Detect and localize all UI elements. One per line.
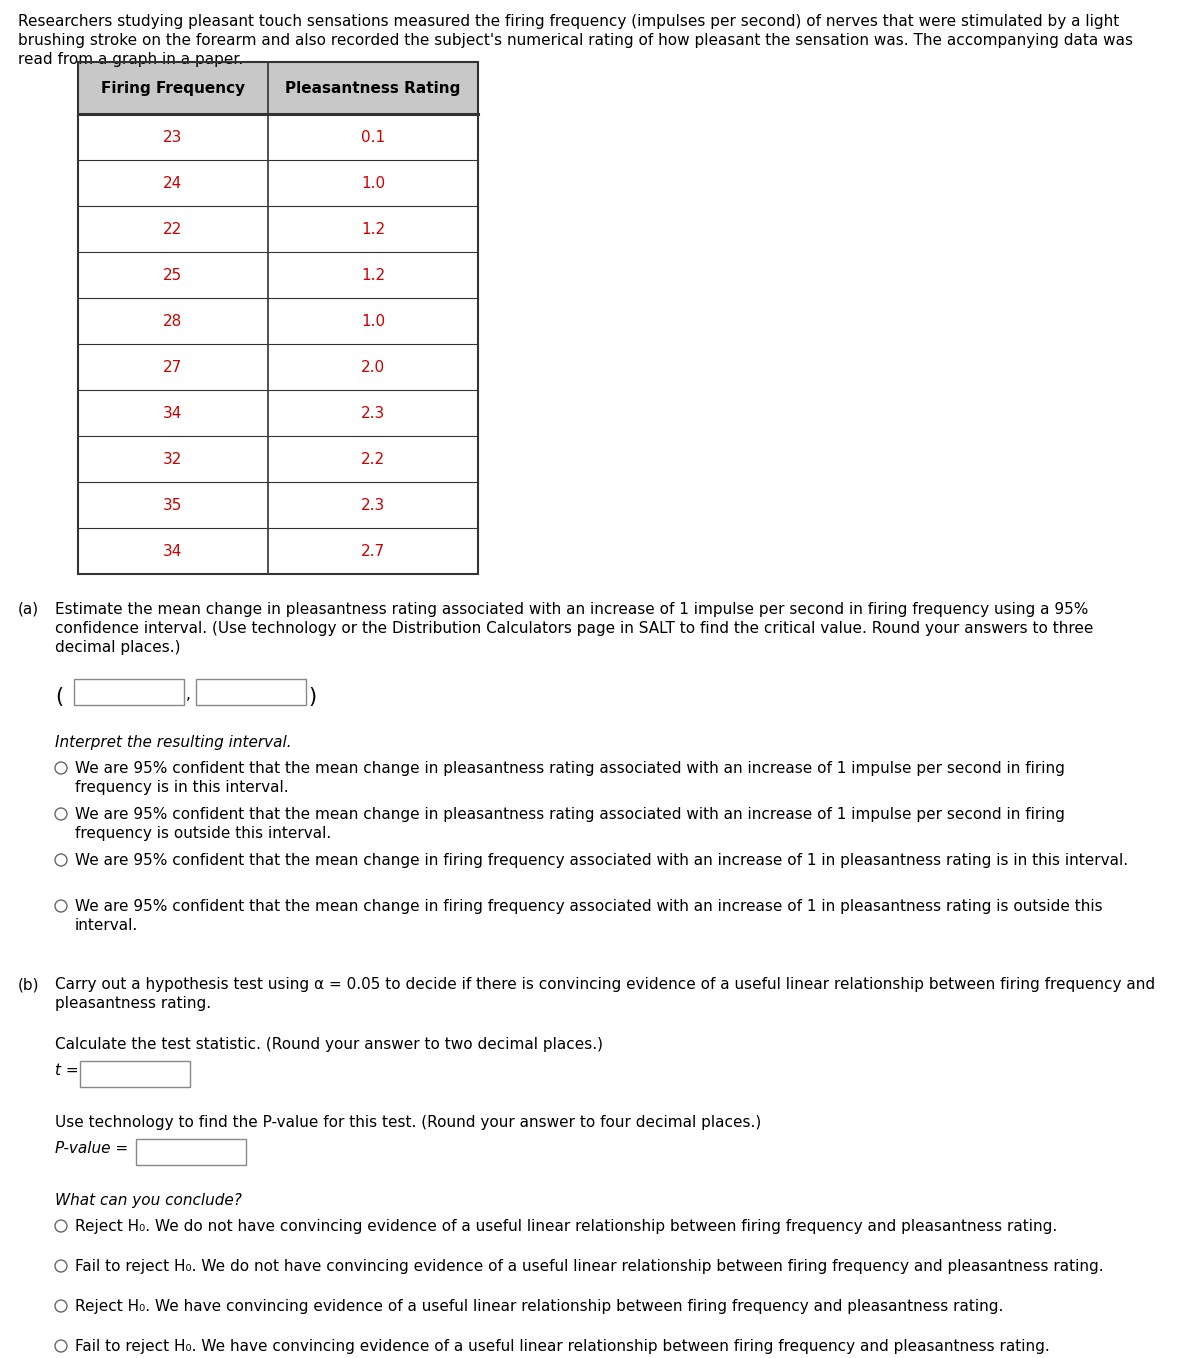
Text: 1.2: 1.2 bbox=[361, 221, 385, 236]
Text: We are 95% confident that the mean change in firing frequency associated with an: We are 95% confident that the mean chang… bbox=[74, 853, 1128, 868]
Text: Fail to reject H₀. We do not have convincing evidence of a useful linear relatio: Fail to reject H₀. We do not have convin… bbox=[74, 1259, 1104, 1274]
Text: interval.: interval. bbox=[74, 918, 138, 933]
Text: 0.1: 0.1 bbox=[361, 129, 385, 144]
Text: (: ( bbox=[55, 687, 64, 708]
Bar bbox=[78, 482, 478, 528]
Bar bbox=[78, 206, 478, 253]
Text: Estimate the mean change in pleasantness rating associated with an increase of 1: Estimate the mean change in pleasantness… bbox=[55, 602, 1088, 617]
Text: 2.7: 2.7 bbox=[361, 543, 385, 558]
Text: decimal places.): decimal places.) bbox=[55, 640, 180, 655]
Text: 28: 28 bbox=[163, 314, 182, 329]
Text: frequency is outside this interval.: frequency is outside this interval. bbox=[74, 826, 331, 841]
Bar bbox=[78, 528, 478, 574]
Text: Calculate the test statistic. (Round your answer to two decimal places.): Calculate the test statistic. (Round you… bbox=[55, 1038, 604, 1052]
Text: 1.2: 1.2 bbox=[361, 268, 385, 282]
Text: 32: 32 bbox=[163, 451, 182, 467]
Text: 1.0: 1.0 bbox=[361, 314, 385, 329]
Text: 25: 25 bbox=[163, 268, 182, 282]
Text: 23: 23 bbox=[163, 129, 182, 144]
Text: Interpret the resulting interval.: Interpret the resulting interval. bbox=[55, 735, 292, 750]
Bar bbox=[78, 62, 478, 114]
Text: 34: 34 bbox=[163, 543, 182, 558]
Text: What can you conclude?: What can you conclude? bbox=[55, 1192, 242, 1209]
Text: 35: 35 bbox=[163, 497, 182, 512]
Text: brushing stroke on the forearm and also recorded the subject's numerical rating : brushing stroke on the forearm and also … bbox=[18, 33, 1133, 48]
Text: 27: 27 bbox=[163, 360, 182, 375]
Text: (a): (a) bbox=[18, 602, 40, 617]
Bar bbox=[78, 160, 478, 206]
Text: ): ) bbox=[308, 687, 316, 708]
Text: 2.0: 2.0 bbox=[361, 360, 385, 375]
Bar bbox=[74, 679, 184, 705]
Text: read from a graph in a paper.: read from a graph in a paper. bbox=[18, 52, 244, 67]
Text: t =: t = bbox=[55, 1063, 84, 1078]
Bar bbox=[78, 297, 478, 344]
Text: We are 95% confident that the mean change in pleasantness rating associated with: We are 95% confident that the mean chang… bbox=[74, 760, 1064, 775]
Text: Carry out a hypothesis test using α = 0.05 to decide if there is convincing evid: Carry out a hypothesis test using α = 0.… bbox=[55, 976, 1156, 991]
Bar bbox=[78, 390, 478, 436]
Bar bbox=[78, 436, 478, 482]
Text: Reject H₀. We have convincing evidence of a useful linear relationship between f: Reject H₀. We have convincing evidence o… bbox=[74, 1300, 1003, 1315]
Bar bbox=[78, 62, 478, 574]
Text: pleasantness rating.: pleasantness rating. bbox=[55, 995, 211, 1010]
Text: 2.2: 2.2 bbox=[361, 451, 385, 467]
Bar bbox=[78, 253, 478, 297]
Bar bbox=[78, 114, 478, 160]
Text: Reject H₀. We do not have convincing evidence of a useful linear relationship be: Reject H₀. We do not have convincing evi… bbox=[74, 1219, 1057, 1234]
Text: We are 95% confident that the mean change in pleasantness rating associated with: We are 95% confident that the mean chang… bbox=[74, 807, 1064, 822]
Bar bbox=[196, 679, 306, 705]
Text: 2.3: 2.3 bbox=[361, 497, 385, 512]
Text: P-value =: P-value = bbox=[55, 1141, 133, 1156]
Text: Pleasantness Rating: Pleasantness Rating bbox=[286, 80, 461, 95]
Text: Researchers studying pleasant touch sensations measured the firing frequency (im: Researchers studying pleasant touch sens… bbox=[18, 14, 1120, 29]
Text: 1.0: 1.0 bbox=[361, 175, 385, 190]
Text: ,: , bbox=[186, 687, 191, 702]
Bar bbox=[136, 1139, 246, 1165]
Text: We are 95% confident that the mean change in firing frequency associated with an: We are 95% confident that the mean chang… bbox=[74, 899, 1103, 914]
Text: Firing Frequency: Firing Frequency bbox=[101, 80, 245, 95]
Text: (b): (b) bbox=[18, 976, 40, 991]
Bar bbox=[78, 344, 478, 390]
Text: 24: 24 bbox=[163, 175, 182, 190]
Text: 22: 22 bbox=[163, 221, 182, 236]
Text: Fail to reject H₀. We have convincing evidence of a useful linear relationship b: Fail to reject H₀. We have convincing ev… bbox=[74, 1339, 1050, 1354]
Text: Use technology to find the P-value for this test. (Round your answer to four dec: Use technology to find the P-value for t… bbox=[55, 1115, 761, 1130]
Bar bbox=[80, 1061, 190, 1086]
Text: 2.3: 2.3 bbox=[361, 406, 385, 421]
Text: 34: 34 bbox=[163, 406, 182, 421]
Text: frequency is in this interval.: frequency is in this interval. bbox=[74, 779, 289, 794]
Text: confidence interval. (Use technology or the Distribution Calculators page in SAL: confidence interval. (Use technology or … bbox=[55, 621, 1093, 636]
